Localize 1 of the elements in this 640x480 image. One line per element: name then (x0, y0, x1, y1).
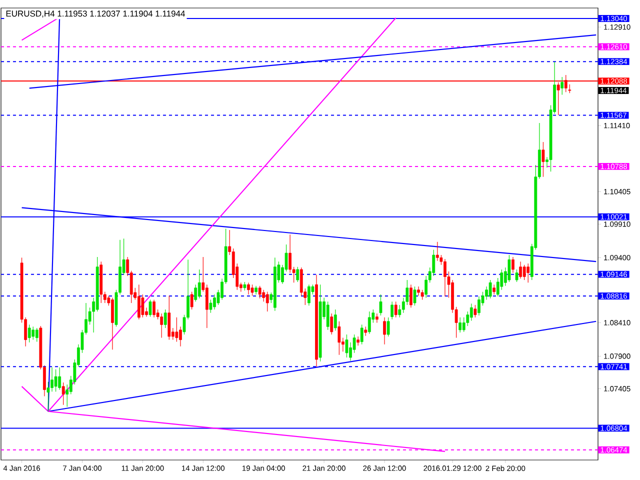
chart-title: EURUSD,H4 1.11953 1.12037 1.11904 1.11944 (6, 10, 185, 18)
